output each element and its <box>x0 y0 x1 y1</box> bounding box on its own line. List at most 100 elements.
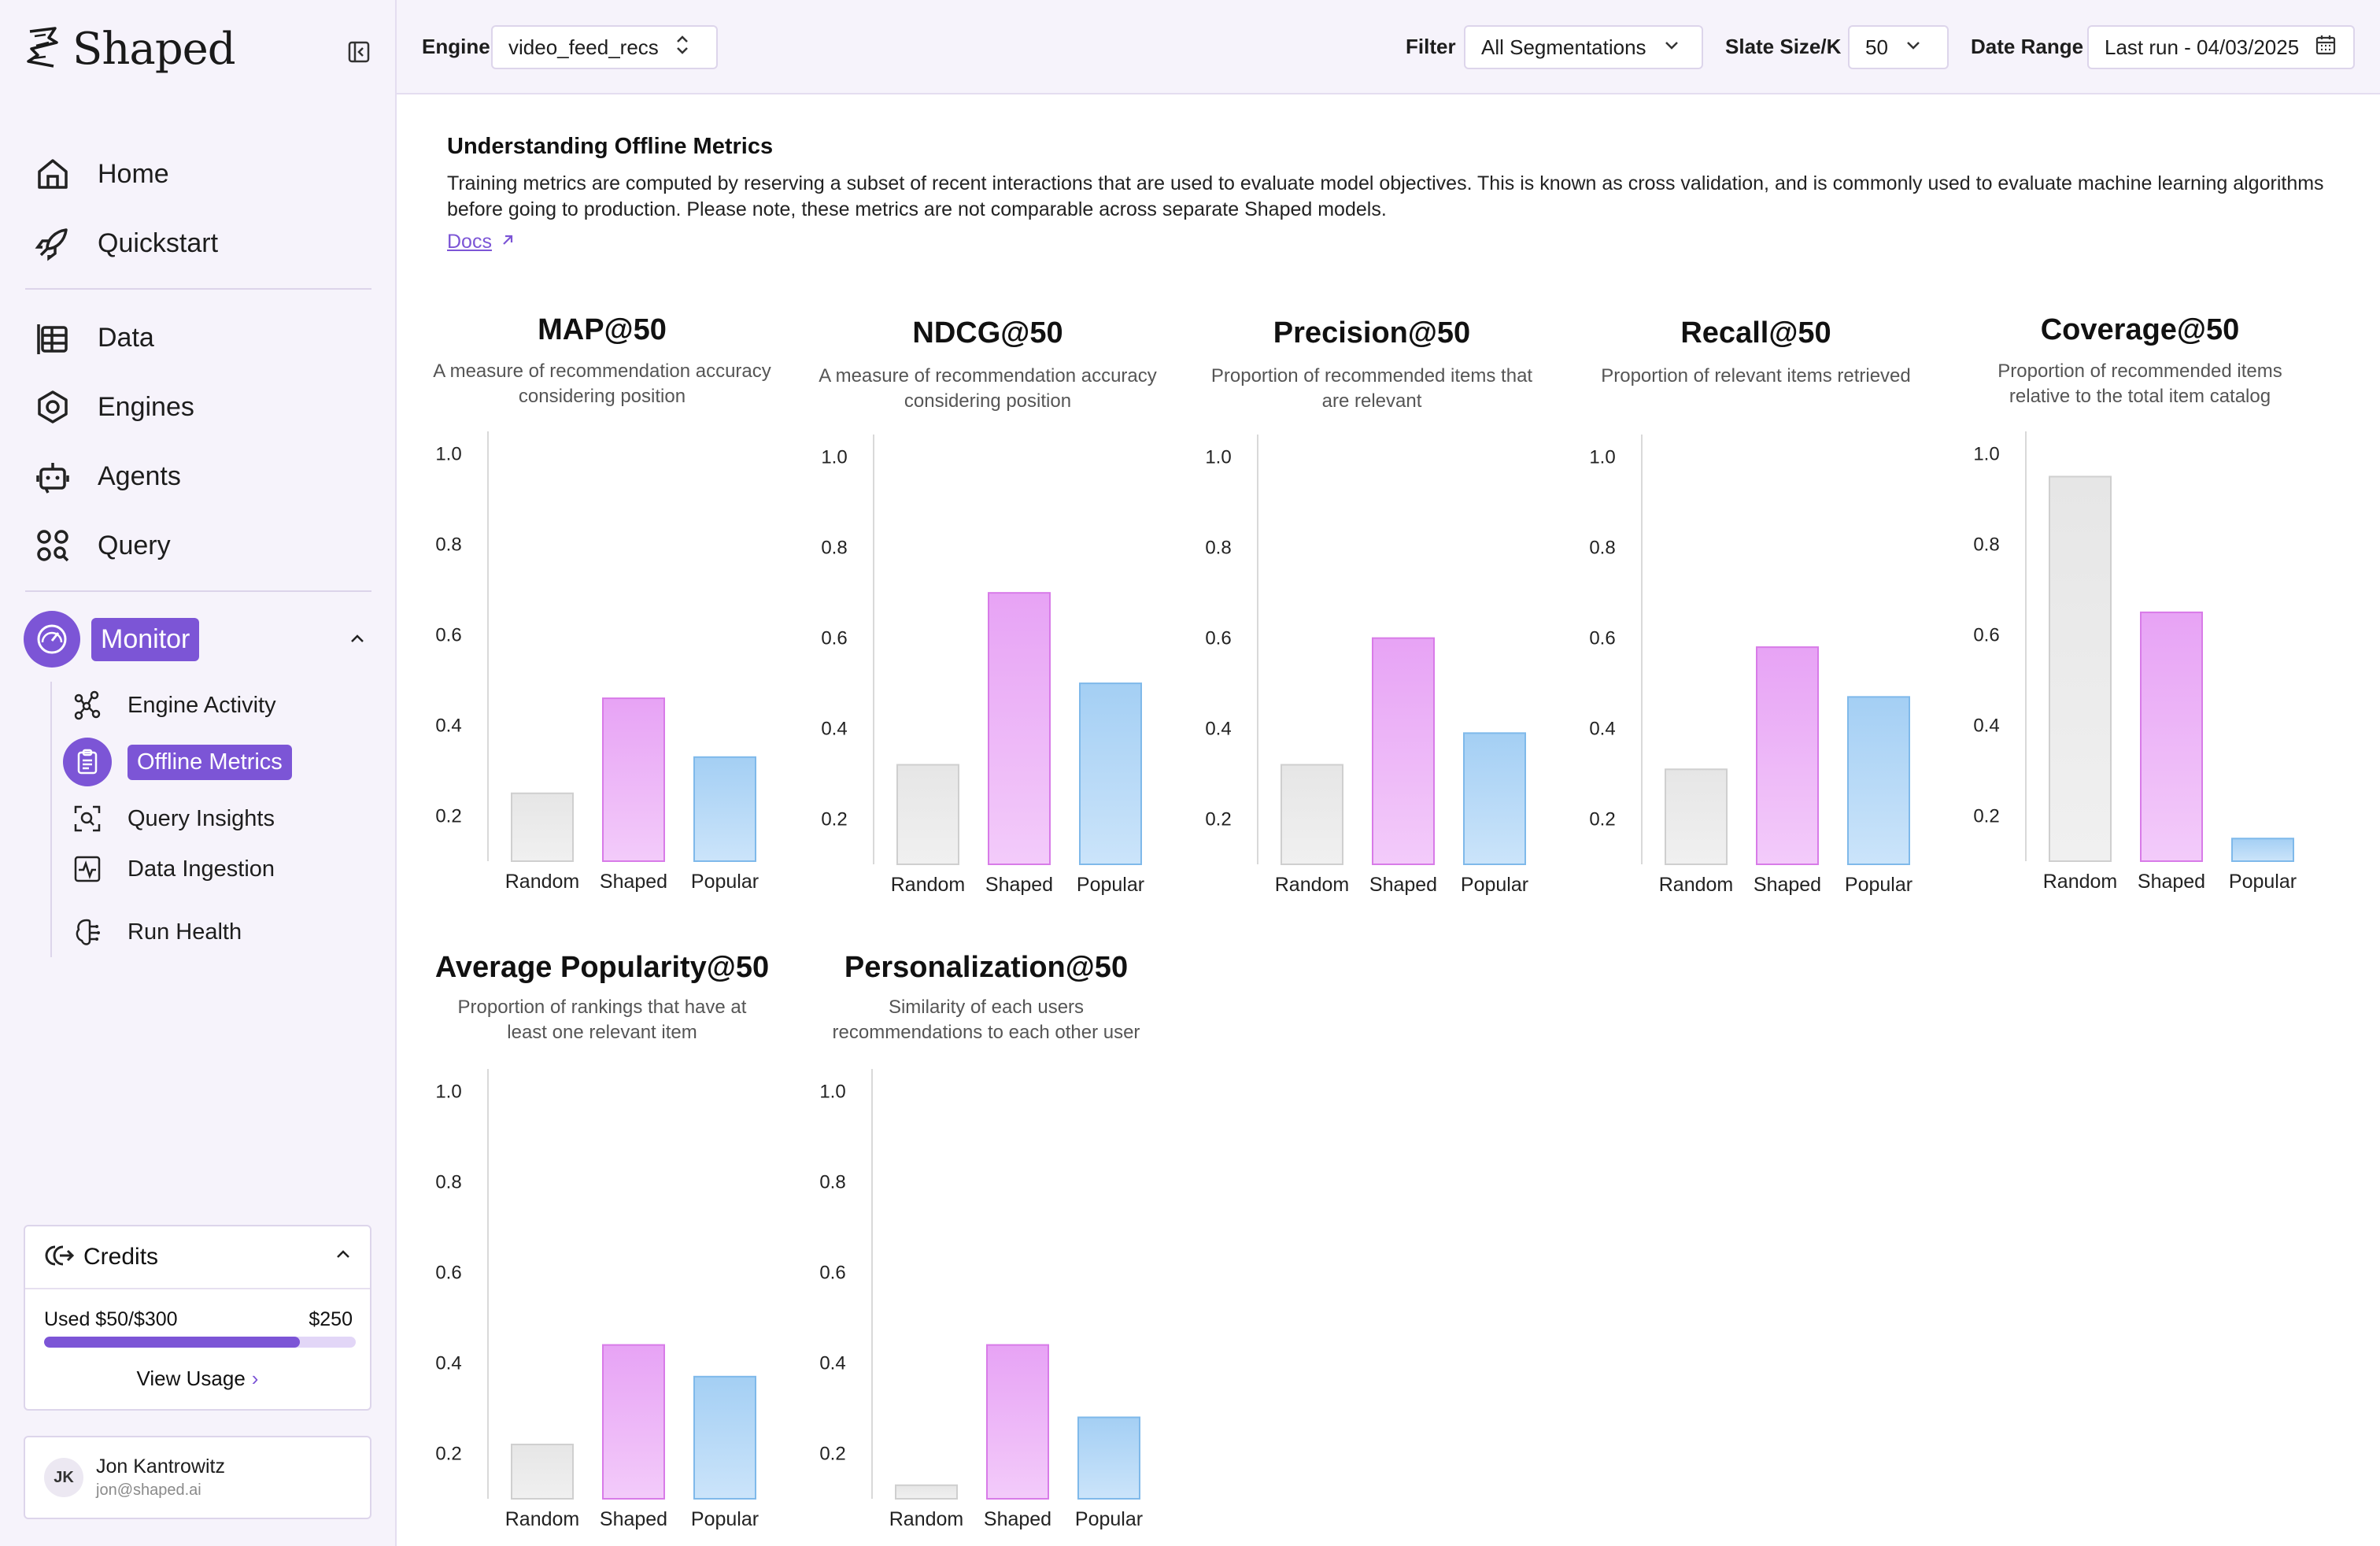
nav-data-label: Data <box>98 322 154 353</box>
chevron-right-icon: › <box>251 1367 259 1390</box>
user-info: Jon Kantrowitz jon@shaped.ai <box>96 1455 225 1500</box>
bar-shaped[interactable] <box>602 1344 665 1500</box>
rocket-icon <box>31 222 74 264</box>
subnav-engine-activity[interactable]: Engine Activity <box>68 683 276 727</box>
intro-title: Understanding Offline Metrics <box>447 134 774 159</box>
nav-query[interactable]: Query <box>31 518 171 573</box>
subnav-data-ingestion[interactable]: Data Ingestion <box>68 847 275 891</box>
avatar: JK <box>44 1458 83 1497</box>
nav-monitor-label: Monitor <box>91 617 200 661</box>
subnav-query-insights[interactable]: Query Insights <box>68 797 275 841</box>
view-usage-link[interactable]: View Usage › <box>25 1367 370 1391</box>
chevron-up-icon[interactable] <box>334 1245 353 1268</box>
nav-data[interactable]: Data <box>31 310 154 365</box>
credits-header[interactable]: Credits <box>25 1226 370 1289</box>
nodes-icon <box>68 686 107 725</box>
user-profile-card[interactable]: JK Jon Kantrowitz jon@shaped.ai <box>24 1436 371 1519</box>
brand-logo[interactable]: Shaped <box>25 24 236 75</box>
slate-size-select[interactable]: 50 <box>1848 25 1949 69</box>
query-icon <box>31 524 74 567</box>
y-tick-label: 0.4 <box>1589 719 1615 740</box>
credits-progress-fill <box>44 1337 300 1348</box>
filter-select-value: All Segmentations <box>1481 35 1646 59</box>
bar-random[interactable] <box>895 1484 958 1500</box>
bar-shaped[interactable] <box>2140 611 2203 862</box>
subnav-query-insights-label: Query Insights <box>128 805 275 831</box>
y-tick-label: 1.0 <box>1205 447 1231 468</box>
bar-random[interactable] <box>1665 768 1728 866</box>
intro-description: Training metrics are computed by reservi… <box>447 172 2324 220</box>
bar-random[interactable] <box>2049 475 2112 862</box>
home-icon <box>31 153 74 195</box>
collapse-sidebar-button[interactable] <box>343 36 375 68</box>
date-range-picker[interactable]: Last run - 04/03/2025 <box>2087 25 2355 69</box>
docs-link[interactable]: Docs <box>447 231 516 253</box>
credits-title: Credits <box>83 1244 159 1270</box>
x-tick-label: Random <box>1659 874 1734 896</box>
chevron-up-icon[interactable] <box>343 625 371 653</box>
filter-select[interactable]: All Segmentations <box>1464 25 1703 69</box>
chart-title: Coverage@50 <box>2040 313 2240 346</box>
bar-popular[interactable] <box>1077 1416 1140 1500</box>
subnav-run-health[interactable]: Run Health <box>68 910 242 954</box>
bar-shaped[interactable] <box>1372 637 1435 865</box>
x-tick-label: Shaped <box>600 1508 667 1530</box>
chart-title: MAP@50 <box>538 313 667 346</box>
y-tick-label: 0.2 <box>1589 809 1615 830</box>
calendar-icon <box>2315 34 2337 61</box>
bar-popular[interactable] <box>1847 696 1910 866</box>
y-tick-label: 0.8 <box>1973 534 1999 556</box>
nav-quickstart-label: Quickstart <box>98 227 219 258</box>
x-tick-label: Popular <box>1075 1508 1143 1530</box>
subnav-engine-activity-label: Engine Activity <box>128 692 276 718</box>
y-tick-label: 0.4 <box>821 719 847 740</box>
x-tick-label: Popular <box>691 1508 759 1530</box>
bar-chart-svg: 1.0 0.8 0.6 0.4 0.2 Random Shaped Popular <box>819 1069 1143 1530</box>
x-tick-label: Shaped <box>1369 874 1437 896</box>
chart-description: Proportion of recommended items relative… <box>1998 361 2282 407</box>
bar-random[interactable] <box>1281 764 1343 865</box>
y-tick-label: 0.4 <box>435 1353 461 1374</box>
bar-popular[interactable] <box>693 1375 756 1500</box>
y-tick-label: 0.8 <box>1205 538 1231 559</box>
nav-agents[interactable]: Agents <box>31 449 181 504</box>
slate-size-label: Slate Size/K <box>1725 35 1842 58</box>
x-tick-label: Popular <box>1461 874 1528 896</box>
subnav-offline-metrics[interactable]: Offline Metrics <box>63 738 292 786</box>
y-tick-label: 1.0 <box>819 1082 845 1103</box>
nav-engines[interactable]: Engines <box>31 379 194 435</box>
table-icon <box>31 316 74 359</box>
bar-popular[interactable] <box>693 756 756 862</box>
brain-icon <box>68 912 107 952</box>
clipboard-icon <box>63 738 112 786</box>
bar-popular[interactable] <box>2231 838 2294 863</box>
chart-description: Proportion of rankings that have at leas… <box>457 997 747 1043</box>
credits-used-text: Used $50/$300 <box>44 1308 178 1330</box>
chart-precision: Precision@50 Proportion of recommended i… <box>1187 316 1557 930</box>
bar-shaped[interactable] <box>1756 646 1819 865</box>
bar-popular[interactable] <box>1463 732 1526 866</box>
nav-engines-label: Engines <box>98 391 194 422</box>
nav-quickstart[interactable]: Quickstart <box>31 216 218 271</box>
nav-home[interactable]: Home <box>31 146 169 202</box>
bar-shaped[interactable] <box>986 1344 1049 1500</box>
bar-shaped[interactable] <box>988 592 1051 865</box>
x-tick-label: Shaped <box>2138 871 2205 893</box>
bar-random[interactable] <box>896 764 959 865</box>
x-tick-label: Popular <box>1845 874 1913 896</box>
nav-monitor[interactable]: Monitor <box>24 611 375 668</box>
engine-select[interactable]: video_feed_recs <box>491 25 718 69</box>
view-usage-label: View Usage <box>136 1367 246 1390</box>
bar-popular[interactable] <box>1079 682 1142 865</box>
y-tick-label: 0.6 <box>435 1263 461 1284</box>
x-tick-label: Random <box>505 871 580 893</box>
bar-shaped[interactable] <box>602 697 665 862</box>
y-tick-label: 1.0 <box>1589 447 1615 468</box>
x-tick-label: Shaped <box>600 871 667 893</box>
x-tick-label: Random <box>1275 874 1350 896</box>
chart-coverage: Coverage@50 Proportion of recommended it… <box>1955 313 2325 927</box>
y-tick-label: 0.6 <box>435 625 461 646</box>
chart-personalization: Personalization@50 Similarity of each us… <box>801 951 1171 1546</box>
bar-random[interactable] <box>511 792 574 862</box>
bar-random[interactable] <box>511 1444 574 1500</box>
